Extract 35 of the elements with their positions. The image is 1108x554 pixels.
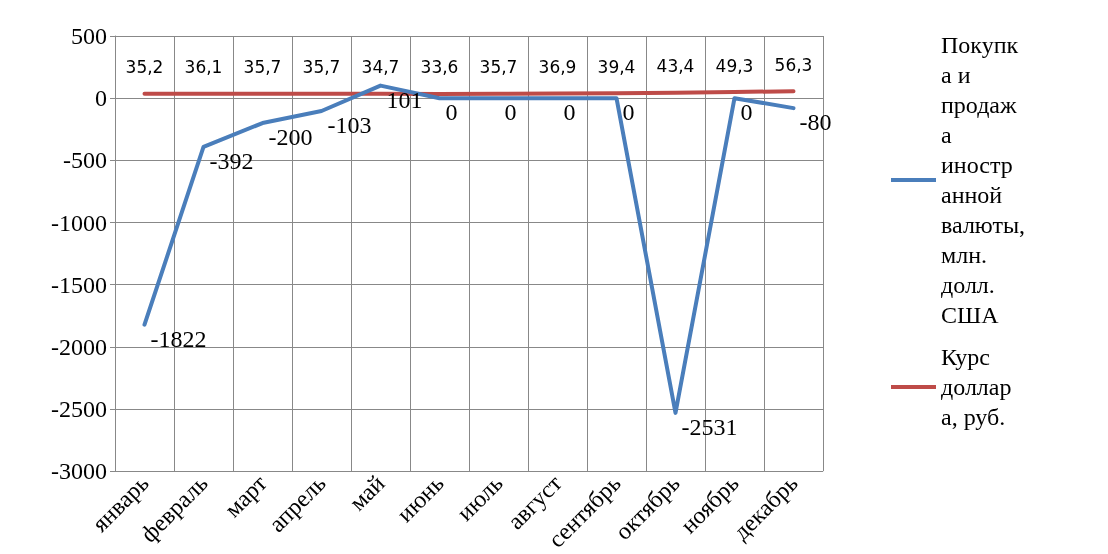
- data-label: 43,4: [656, 56, 695, 77]
- data-label: 0: [563, 99, 576, 126]
- y-tick-label: -1500: [51, 271, 107, 298]
- data-label: 34,7: [361, 57, 400, 78]
- data-label: 36,9: [538, 57, 577, 78]
- y-tick-label: -500: [63, 147, 107, 174]
- y-tick-label: 500: [71, 23, 107, 49]
- data-label: 0: [622, 99, 635, 126]
- data-label: 0: [504, 99, 517, 126]
- y-tick-label: 0: [95, 85, 107, 112]
- y-tick-label: -3000: [51, 458, 107, 485]
- y-tick-label: -2000: [51, 333, 107, 360]
- data-label: -200: [268, 124, 313, 151]
- data-label: 35,7: [243, 57, 282, 78]
- data-label: 49,3: [715, 55, 754, 76]
- data-label: 36,1: [184, 57, 223, 78]
- data-label: -2531: [681, 413, 738, 440]
- data-label: 35,7: [302, 57, 341, 78]
- data-label: 35,7: [479, 57, 518, 78]
- y-tick-label: -1000: [51, 209, 107, 236]
- legend-label: Курс доллара, руб.: [941, 344, 1012, 430]
- data-label: -1822: [150, 325, 207, 352]
- data-label: -80: [799, 109, 832, 136]
- x-tick-label: май: [344, 469, 390, 516]
- line-series: [142, 83, 796, 415]
- data-label: -392: [209, 147, 254, 174]
- data-label: 35,2: [125, 57, 164, 78]
- data-label: 56,3: [774, 54, 813, 75]
- text: Покупка и продажа иностранной валюты, млн. долл. США: [941, 32, 1026, 328]
- data-label: 33,6: [420, 57, 459, 78]
- data-label: 0: [445, 99, 458, 126]
- data-label: 39,4: [597, 56, 636, 77]
- y-tick-label: -2500: [51, 396, 107, 423]
- data-label: -103: [327, 111, 372, 138]
- data-label: 0: [740, 99, 753, 126]
